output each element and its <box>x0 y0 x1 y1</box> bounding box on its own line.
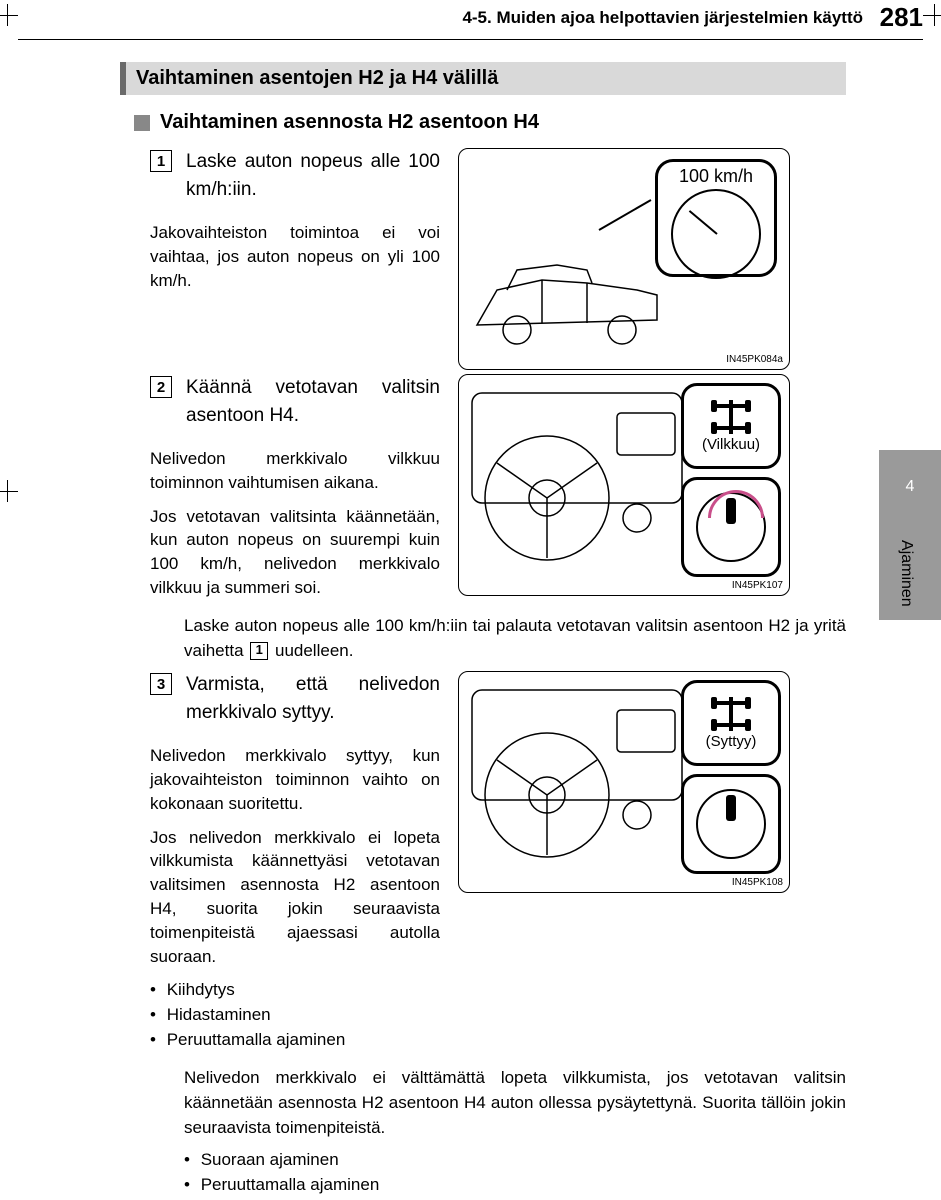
figure-box: (Vilkkuu) IN45PK107 <box>458 374 790 596</box>
indicator-label: (Syttyy) <box>706 733 757 750</box>
step-title: Laske auton nopeus alle 100 km/h:iin. <box>186 148 440 203</box>
leader-line <box>599 199 652 231</box>
footer-paragraph: Nelivedon merkkivalo ei välttämättä lope… <box>184 1066 846 1140</box>
list-item: Peruuttamalla ajaminen <box>198 1173 846 1198</box>
step-paragraph: Nelivedon merkkivalo syttyy, kun jakovai… <box>150 744 440 815</box>
step-number-box: 3 <box>150 673 172 695</box>
step-text-col: 3 Varmista, että nelivedon merk­kivalo s… <box>150 671 440 1062</box>
page-content: Vaihtaminen asentojen H2 ja H4 välillä V… <box>0 40 941 1198</box>
indicator-label: (Vilkkuu) <box>702 436 760 453</box>
step-block: 2 Käännä vetotavan valitsin asentoon H4.… <box>150 374 846 610</box>
continuation-text-after: uudelleen. <box>270 641 353 660</box>
list-item: Kiihdytys <box>164 978 440 1003</box>
step-paragraph: Jakovaihteiston toimintoa ei voi vaihtaa… <box>150 221 440 292</box>
step-title: Varmista, että nelivedon merk­kivalo syt… <box>186 671 440 726</box>
figure-id: IN45PK084a <box>726 354 783 365</box>
inline-step-ref-box: 1 <box>250 642 268 660</box>
list-item: Peruuttamalla ajaminen <box>164 1028 440 1053</box>
step-title: Käännä vetotavan valitsin asentoon H4. <box>186 374 440 429</box>
step-block: 3 Varmista, että nelivedon merk­kivalo s… <box>150 671 846 1062</box>
dashboard-icon <box>467 383 687 589</box>
list-item: Suoraan ajaminen <box>198 1148 846 1173</box>
step-number-box: 1 <box>150 150 172 172</box>
figure-id: IN45PK108 <box>732 877 783 888</box>
dashboard-icon <box>467 680 687 886</box>
list-item: Hidastaminen <box>164 1003 440 1028</box>
speedometer-callout: 100 km/h <box>655 159 777 277</box>
step-number-box: 2 <box>150 376 172 398</box>
step-heading-row: 2 Käännä vetotavan valitsin asentoon H4. <box>150 374 440 439</box>
rotate-arrow-icon <box>708 490 764 518</box>
selector-callout <box>681 477 781 577</box>
step-text-col: 2 Käännä vetotavan valitsin asentoon H4.… <box>150 374 440 610</box>
selector-callout <box>681 774 781 874</box>
step-continuation: Laske auton nopeus alle 100 km/h:iin tai… <box>184 614 846 663</box>
fourwd-icon <box>711 400 751 434</box>
section-title: Vaihtaminen asentojen H2 ja H4 välillä <box>120 62 846 95</box>
indicator-callout: (Syttyy) <box>681 680 781 766</box>
indicator-callout: (Vilkkuu) <box>681 383 781 469</box>
gauge-label: 100 km/h <box>658 166 774 187</box>
crop-mark <box>0 4 18 26</box>
selector-knob-icon <box>696 492 766 562</box>
gauge-dial-icon <box>671 189 761 279</box>
figure-id: IN45PK107 <box>732 580 783 591</box>
figure-box: 100 km/h IN45PK084a <box>458 148 790 370</box>
page-header: 4-5. Muiden ajoa helpottavien järjestelm… <box>18 0 923 40</box>
sub-title-marker-icon <box>134 115 150 131</box>
sub-title: Vaihtaminen asennosta H2 asentoon H4 <box>160 111 539 134</box>
figure-box: (Syttyy) IN45PK108 <box>458 671 790 893</box>
step-block: 1 Laske auton nopeus alle 100 km/h:iin. … <box>150 148 846 370</box>
step-heading-row: 3 Varmista, että nelivedon merk­kivalo s… <box>150 671 440 736</box>
fourwd-icon <box>711 697 751 731</box>
step-paragraph: Jos vetotavan valitsinta käänne­tään, ku… <box>150 505 440 600</box>
bullet-list: Kiihdytys Hidastaminen Peruuttamalla aja… <box>164 978 440 1052</box>
selector-knob-icon <box>696 789 766 859</box>
step-heading-row: 1 Laske auton nopeus alle 100 km/h:iin. <box>150 148 440 213</box>
step-text-col: 1 Laske auton nopeus alle 100 km/h:iin. … <box>150 148 440 370</box>
step-paragraph: Nelivedon merkkivalo vilkkuu toiminnon v… <box>150 447 440 495</box>
page-number: 281 <box>880 2 923 33</box>
manual-page: 4-5. Muiden ajoa helpottavien järjestelm… <box>0 0 941 1200</box>
crop-mark <box>923 4 941 26</box>
truck-icon <box>467 235 667 355</box>
step-paragraph: Jos nelivedon merkkivalo ei lopeta vilkk… <box>150 826 440 969</box>
sub-title-row: Vaihtaminen asennosta H2 asentoon H4 <box>134 111 846 134</box>
header-section-text: 4-5. Muiden ajoa helpottavien järjestelm… <box>462 8 863 28</box>
bullet-list: Suoraan ajaminen Peruuttamalla ajaminen <box>198 1148 846 1197</box>
